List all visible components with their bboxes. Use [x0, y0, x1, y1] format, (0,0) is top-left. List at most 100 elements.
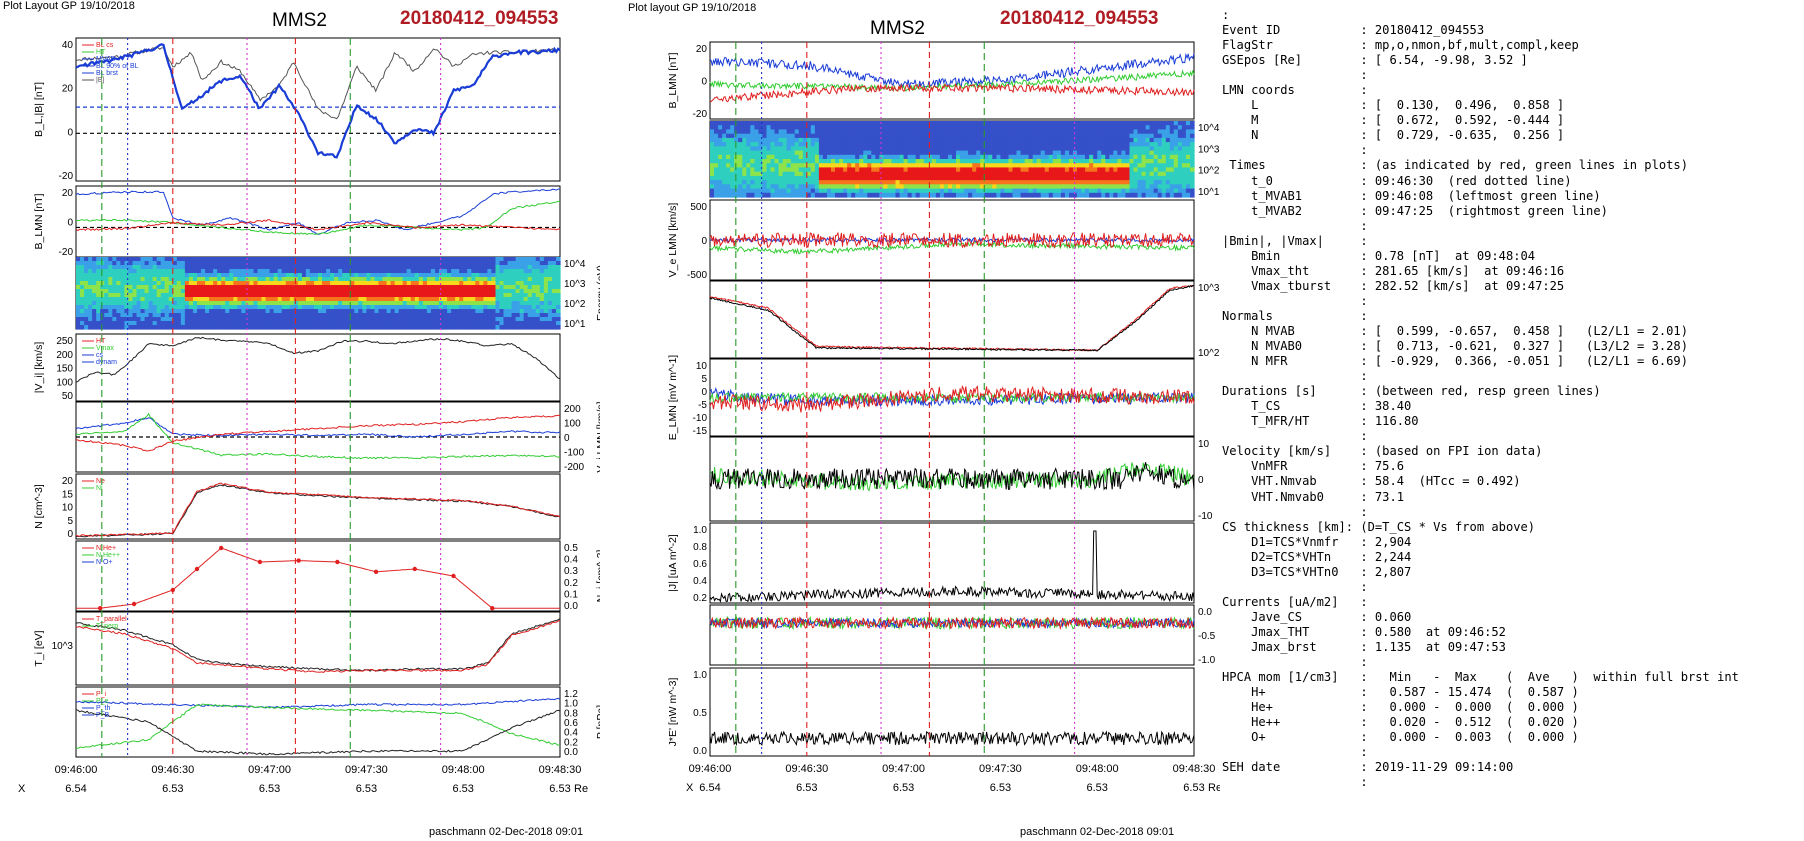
spectrogram-cell — [798, 133, 804, 139]
spectrogram-cell — [217, 277, 222, 282]
spectrogram-cell — [556, 277, 561, 282]
spectrogram-cell — [1085, 125, 1090, 130]
spectrogram-cell — [180, 309, 186, 314]
spectrogram-cell — [382, 297, 388, 302]
spectrogram-cell — [197, 301, 202, 306]
spectrogram-cell — [750, 188, 755, 194]
spectrogram-cell — [943, 163, 949, 168]
spectrogram-cell — [539, 309, 545, 314]
spectrogram-cell — [810, 121, 816, 126]
tick-label: 0.5 — [564, 543, 578, 554]
tick-label: 10^2 — [1198, 166, 1220, 177]
spectrogram-cell — [935, 180, 941, 185]
spectrogram-cell — [148, 317, 154, 322]
spectrogram-cell — [762, 167, 767, 173]
spectrogram-cell — [798, 180, 804, 185]
spectrogram-cell — [245, 285, 250, 290]
spectrogram-cell — [390, 261, 396, 266]
spectrogram-cell — [1012, 150, 1018, 156]
spectrogram-cell — [273, 261, 279, 266]
spectrogram-cell — [827, 175, 832, 181]
spectrogram-cell — [394, 313, 400, 318]
spectrogram-cell — [467, 257, 472, 262]
spectrogram-cell — [1121, 137, 1126, 143]
spectrogram-cell — [766, 133, 772, 139]
spectrogram-cell — [899, 137, 905, 143]
spectrogram-cell — [507, 297, 513, 302]
spectrogram-cell — [875, 163, 880, 168]
spectrogram-cell — [418, 285, 424, 290]
spectrogram-cell — [265, 281, 271, 286]
spectrogram-cell — [814, 150, 820, 156]
spectrogram-cell — [1125, 175, 1130, 181]
spectrogram-cell — [334, 293, 339, 298]
spectrogram-cell — [1109, 159, 1114, 164]
spectrogram-cell — [463, 289, 468, 294]
spectrogram-cell — [435, 289, 440, 294]
tick-label: 0.6 — [564, 718, 578, 729]
spectrogram-cell — [847, 150, 852, 156]
spectrogram-cell — [964, 121, 969, 126]
spectrogram-cell — [943, 175, 949, 181]
spectrogram-cell — [386, 277, 392, 282]
spectrogram-cell — [770, 159, 776, 164]
spectrogram-cell — [1020, 171, 1026, 177]
spectrogram-cell — [193, 325, 198, 330]
spectrogram-cell — [108, 293, 113, 298]
spectrogram-cell — [362, 277, 367, 282]
spectrogram-cell — [108, 273, 113, 278]
spectrogram-cell — [960, 150, 965, 156]
spectrogram-cell — [895, 142, 901, 147]
spectrogram-cell — [314, 285, 319, 290]
spectrogram-cell — [1052, 146, 1058, 152]
spectrogram-cell — [1153, 184, 1159, 190]
time-tick-label: 09:46:30 — [785, 763, 828, 775]
spectrogram-cell — [398, 321, 404, 326]
spectrogram-cell — [172, 317, 178, 322]
spectrogram-cell — [475, 257, 480, 262]
spectrogram-cell — [1169, 121, 1175, 126]
spectrogram-cell — [754, 184, 759, 190]
spectrogram-cell — [1000, 125, 1005, 130]
spectrogram-cell — [209, 273, 214, 278]
spectrogram-cell — [988, 184, 993, 190]
spectrogram-cell — [1169, 159, 1175, 164]
spectrogram-cell — [535, 269, 541, 274]
spectrogram-cell — [172, 265, 178, 270]
spectrogram-cell — [810, 125, 816, 130]
spectrogram-cell — [285, 301, 291, 306]
spectrogram-cell — [992, 133, 997, 139]
spectrogram-cell — [1101, 163, 1106, 168]
spectrogram-cell — [281, 269, 287, 274]
spectrogram-cell — [1024, 167, 1030, 173]
spectrogram-cell — [556, 265, 561, 270]
spectrogram-cell — [1081, 167, 1086, 173]
spectrogram-cell — [80, 305, 85, 310]
spectrogram-cell — [136, 285, 142, 290]
spectrogram-cell — [722, 192, 727, 198]
spectrogram-cell — [1004, 154, 1009, 160]
axis-label: B_L,|B| [nT] — [33, 82, 45, 137]
spectrogram-cell — [447, 301, 452, 306]
spectrogram-cell — [515, 313, 521, 318]
spectrogram-cell — [742, 150, 747, 156]
spectrogram-cell — [309, 261, 315, 266]
spectrogram-cell — [1157, 121, 1163, 126]
info-line: Currents [uA/m2] : — [1222, 594, 1368, 609]
spectrogram-cell — [738, 180, 743, 185]
spectrogram-cell — [257, 317, 263, 322]
tick-label: 20 — [62, 84, 74, 95]
spectrogram-cell — [1169, 142, 1175, 147]
spectrogram-cell — [1141, 171, 1147, 177]
spectrogram-cell — [354, 325, 359, 330]
spectrogram-cell — [511, 293, 517, 298]
spectrogram-cell — [1157, 129, 1163, 135]
spectrogram-cell — [430, 289, 436, 294]
spectrogram-cell — [285, 265, 291, 270]
spectrogram-cell — [1093, 180, 1098, 185]
spectrogram-cell — [402, 257, 408, 262]
spectrogram-cell — [1093, 146, 1098, 152]
spectrogram-cell — [1101, 188, 1106, 194]
spectrogram-cell — [507, 285, 513, 290]
